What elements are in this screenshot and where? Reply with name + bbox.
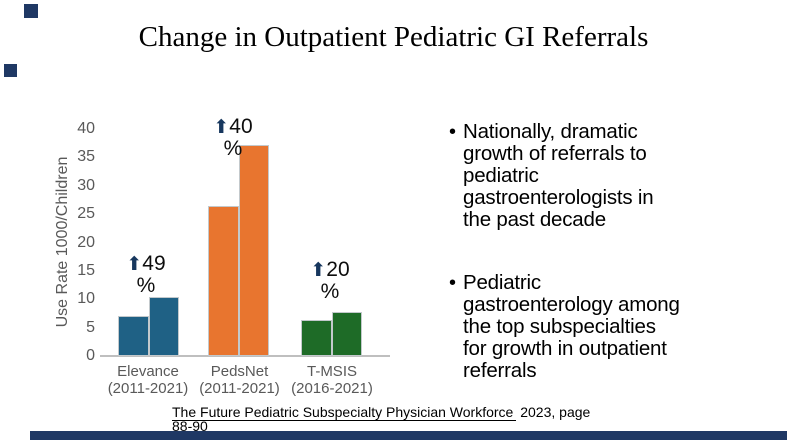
bullet-text: Pediatric gastroenterology among the top… xyxy=(463,271,680,382)
x-category-label: T-MSIS (2016-2021) xyxy=(291,363,373,397)
bar xyxy=(118,316,149,356)
change-annotation-line1: ⬆49 xyxy=(126,252,166,275)
y-tick-label: 15 xyxy=(77,261,95,279)
bar xyxy=(148,296,179,356)
bullet-list: • Nationally, dramatic growth of referral… xyxy=(449,121,787,423)
percent-sign: % xyxy=(320,280,340,303)
slide-title: Change in Outpatient Pediatric GI Referr… xyxy=(138,21,649,53)
percent-sign: % xyxy=(223,137,243,160)
bar xyxy=(238,145,269,356)
up-arrow-icon: ⬆ xyxy=(213,117,230,138)
y-tick-label: 40 xyxy=(77,120,95,137)
y-tick-label: 25 xyxy=(77,205,95,223)
accent-bottom-bar xyxy=(30,431,787,440)
y-tick-label: 5 xyxy=(86,318,95,336)
bar xyxy=(208,205,239,356)
citation-suffix: 2023, page xyxy=(516,404,591,420)
x-category-label: Elevance (2011-2021) xyxy=(107,363,189,397)
up-arrow-icon: ⬆ xyxy=(126,254,143,275)
y-tick-label: 35 xyxy=(77,148,95,166)
bullet-text: Nationally, dramatic growth of referrals… xyxy=(463,120,654,231)
bullet-item: • Pediatric gastroenterology among the to… xyxy=(449,272,787,382)
change-annotation: ⬆40% xyxy=(193,116,273,159)
up-arrow-icon: ⬆ xyxy=(310,260,327,281)
citation-line1: The Future Pediatric Subspecialty Physic… xyxy=(172,404,642,421)
y-tick-label: 30 xyxy=(77,176,95,194)
bar xyxy=(331,311,362,356)
bullet-marker-icon: • xyxy=(449,121,457,143)
change-annotation: ⬆20% xyxy=(290,259,370,302)
change-annotation-line1: ⬆40 xyxy=(213,115,253,138)
citation-link[interactable]: The Future Pediatric Subspecialty Physic… xyxy=(172,404,517,421)
citation-line2: 88-90 xyxy=(172,418,208,434)
bar xyxy=(301,319,332,356)
bullet-item: • Nationally, dramatic growth of referral… xyxy=(449,121,787,231)
bullet-marker-icon: • xyxy=(449,272,457,294)
accent-square-left-icon xyxy=(4,64,17,77)
y-tick-label: 10 xyxy=(77,290,95,308)
citation: The Future Pediatric Subspecialty Physic… xyxy=(172,404,642,434)
accent-square-top-icon xyxy=(24,4,38,18)
change-annotation: ⬆49% xyxy=(106,253,186,296)
percent-sign: % xyxy=(136,274,156,297)
x-category-label: PedsNet (2011-2021) xyxy=(199,363,280,397)
change-annotation-line1: ⬆20 xyxy=(310,258,350,281)
y-tick-label: 20 xyxy=(77,233,95,251)
y-tick-label: 0 xyxy=(86,347,95,364)
